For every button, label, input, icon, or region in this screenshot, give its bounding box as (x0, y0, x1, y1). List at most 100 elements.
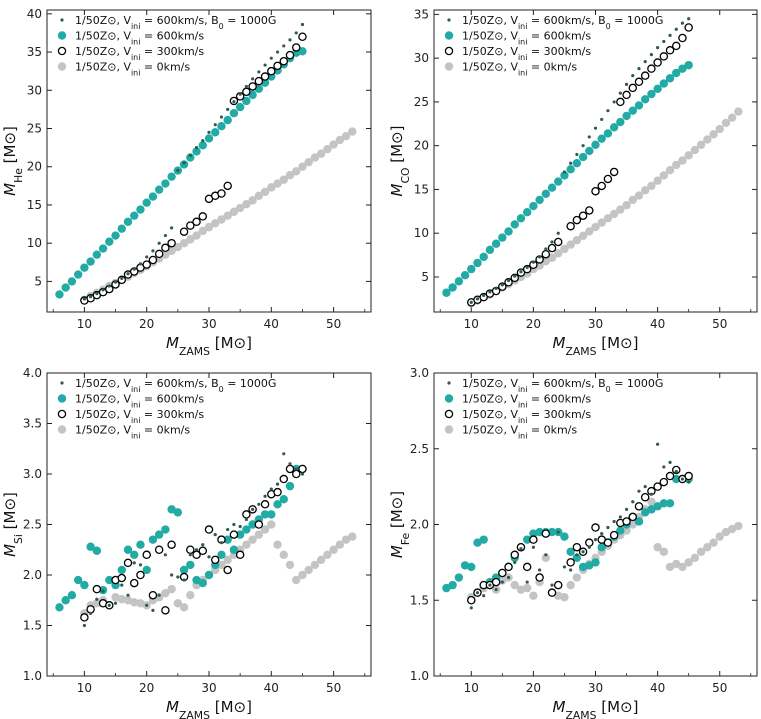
data-point-rot_mag (95, 292, 99, 296)
data-point-rot_mag (482, 293, 486, 297)
y-tick-label: 5 (34, 274, 42, 288)
data-point-rot300 (578, 211, 588, 220)
legend-label-rot300: 1/50Z⊙, Vini = 300km/s (462, 45, 591, 62)
data-point-rot600 (273, 500, 282, 509)
data-point-rot_mag (569, 161, 573, 165)
legend-label-nonrot: 1/50Z⊙, Vini = 0km/s (462, 424, 577, 441)
data-point-rot300 (298, 32, 307, 42)
data-point-rot300 (161, 606, 170, 615)
data-point-nonrot (715, 532, 724, 541)
data-point-rot_mag (282, 452, 286, 456)
data-point-rot300 (622, 90, 631, 100)
data-point-rot600 (616, 117, 625, 127)
data-point-rot600 (161, 179, 170, 188)
data-point-rot600 (479, 535, 488, 544)
data-point-nonrot (653, 176, 662, 185)
data-point-rot_mag (519, 270, 523, 274)
x-tick-label: 30 (588, 317, 603, 331)
legend: 1/50Z⊙, Vini = 600km/s, B0 = 1000G1/50Z⊙… (444, 377, 663, 441)
data-point-rot600 (572, 553, 582, 563)
data-point-rot_mag (649, 492, 654, 496)
series-rot600 (55, 464, 307, 612)
data-point-rot300 (260, 72, 270, 81)
data-point-rot300 (665, 46, 675, 55)
data-point-rot_mag (531, 260, 535, 264)
data-point-rot_mag (631, 500, 635, 504)
data-point-nonrot (578, 231, 588, 241)
y-tick-label: 3.0 (410, 366, 429, 380)
data-point-nonrot (690, 553, 700, 563)
data-point-rot_mag (107, 603, 111, 607)
data-point-rot_mag (288, 38, 292, 42)
data-point-rot300 (167, 238, 176, 248)
x-tick-label: 20 (526, 317, 541, 331)
legend-marker-rot600 (444, 394, 454, 403)
x-tick-label: 10 (464, 681, 479, 695)
data-point-rot_mag (182, 161, 186, 165)
data-point-rot300 (535, 573, 544, 582)
data-point-nonrot (179, 238, 189, 248)
data-point-rot600 (640, 95, 650, 104)
data-point-nonrot (273, 179, 282, 188)
data-point-rot600 (105, 237, 114, 246)
data-point-rot600 (123, 545, 133, 554)
data-point-rot_mag (656, 46, 660, 50)
data-point-rot_mag (263, 63, 267, 67)
legend-label-rot_mag: 1/50Z⊙, Vini = 600km/s, B0 = 1000G (462, 14, 663, 31)
data-point-nonrot (229, 207, 239, 217)
data-point-nonrot (217, 215, 226, 224)
data-point-rot_mag (138, 262, 143, 266)
data-point-rot600 (585, 561, 594, 570)
data-point-rot300 (628, 83, 638, 93)
data-point-nonrot (173, 242, 183, 252)
legend-marker-nonrot (444, 62, 454, 71)
data-point-rot600 (473, 538, 482, 547)
data-point-rot_mag (132, 561, 136, 565)
data-point-nonrot (510, 580, 519, 590)
data-point-rot_mag (494, 286, 498, 290)
y-tick-label: 5 (421, 270, 429, 284)
data-point-nonrot (628, 195, 637, 205)
data-point-rot_mag (145, 603, 149, 607)
series-rot_mag (469, 17, 691, 304)
data-point-nonrot (522, 583, 532, 593)
data-point-nonrot (585, 227, 594, 236)
y-tick-label: 1.0 (23, 669, 42, 683)
data-point-rot300 (148, 255, 158, 265)
data-point-nonrot (634, 191, 644, 200)
x-tick-label: 20 (139, 681, 154, 695)
data-point-rot_mag (157, 593, 161, 597)
data-point-rot600 (248, 520, 257, 529)
legend-marker-nonrot (57, 425, 67, 434)
x-tick-label: 40 (650, 681, 665, 695)
data-point-rot600 (566, 165, 575, 174)
data-point-rot300 (467, 596, 476, 605)
data-point-rot600 (136, 540, 145, 549)
legend-label-rot300: 1/50Z⊙, Vini = 300km/s (75, 45, 204, 62)
data-point-rot300 (285, 50, 295, 60)
data-point-rot600 (609, 123, 619, 132)
data-point-rot600 (186, 153, 195, 162)
data-point-rot_mag (170, 573, 174, 577)
data-point-rot_mag (282, 44, 286, 48)
data-point-rot300 (136, 570, 145, 580)
data-point-rot_mag (631, 74, 635, 78)
data-point-rot600 (672, 68, 681, 78)
data-point-rot600 (647, 505, 656, 514)
data-point-rot_mag (157, 241, 161, 245)
data-point-nonrot (198, 226, 207, 236)
data-point-rot600 (628, 106, 637, 115)
data-point-nonrot (721, 527, 731, 537)
data-point-rot_mag (531, 545, 535, 549)
data-point-rot300 (653, 482, 662, 491)
data-point-rot600 (279, 495, 288, 504)
data-point-nonrot (329, 140, 338, 149)
data-point-rot300 (254, 520, 264, 529)
data-point-rot_mag (600, 117, 604, 122)
data-point-nonrot (715, 124, 724, 134)
legend-marker-rot300 (57, 409, 67, 419)
y-tick-label: 2.5 (410, 442, 429, 456)
data-point-nonrot (560, 244, 569, 254)
data-point-rot600 (529, 201, 538, 211)
